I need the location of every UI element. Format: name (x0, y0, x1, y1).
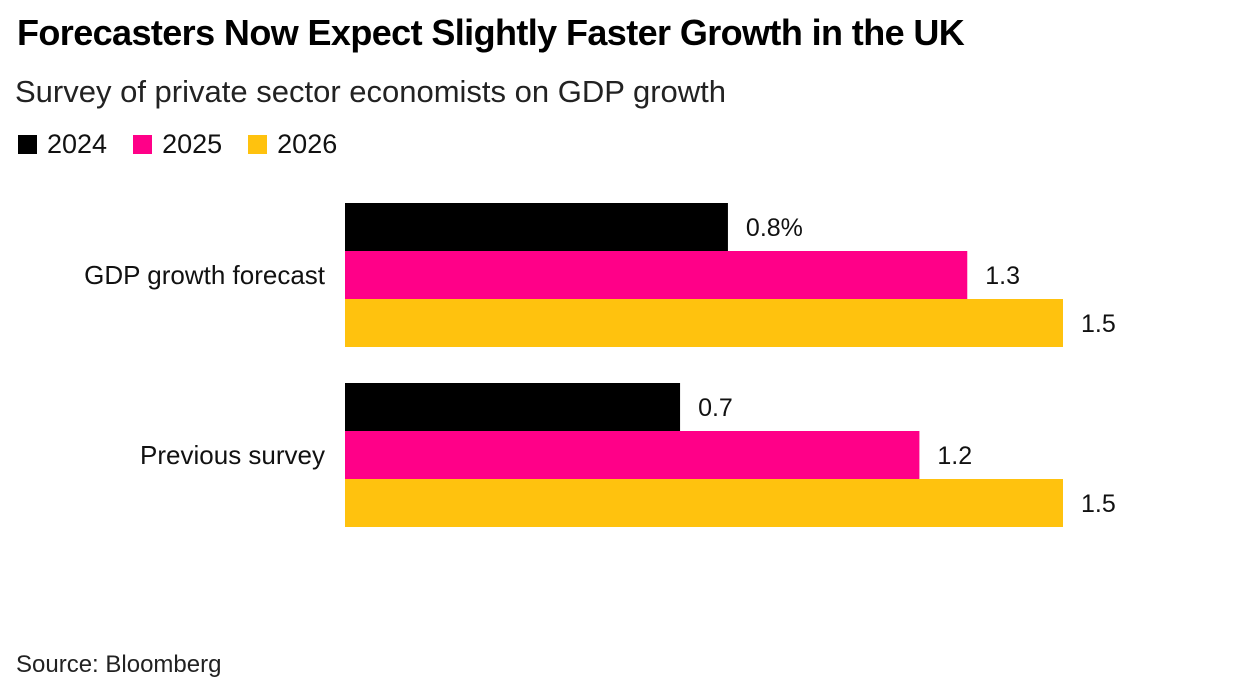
category-label: GDP growth forecast (84, 260, 326, 290)
legend-swatch-2024 (18, 135, 37, 154)
bar-2025 (345, 251, 968, 299)
data-label-2025: 1.2 (937, 442, 972, 470)
category-label: Previous survey (140, 440, 325, 470)
chart-subtitle: Survey of private sector economists on G… (15, 74, 727, 109)
legend-label-2024: 2024 (47, 129, 108, 159)
chart-title: Forecasters Now Expect Slightly Faster G… (17, 12, 965, 53)
bar-group-previous-survey: Previous survey 0.7 1.2 1.5 (140, 383, 1116, 527)
data-label-2025: 1.3 (985, 262, 1020, 290)
bar-2026 (345, 479, 1063, 527)
legend: 2024 2025 2026 (18, 129, 363, 160)
legend-item-2024: 2024 (18, 129, 107, 160)
bar-2024 (345, 203, 728, 251)
data-label-2024: 0.7 (698, 394, 733, 422)
legend-swatch-2025 (133, 135, 153, 154)
legend-label-2026: 2026 (277, 129, 338, 159)
data-label-2026: 1.5 (1081, 310, 1116, 338)
bar-2025 (345, 431, 920, 479)
data-label-2024: 0.8% (746, 214, 803, 242)
bar-group-gdp-growth-forecast: GDP growth forecast 0.8% 1.3 1.5 (84, 203, 1116, 347)
source-note: Source: Bloomberg (16, 651, 222, 678)
bar-2024 (345, 383, 681, 431)
data-label-2026: 1.5 (1081, 490, 1116, 518)
legend-label-2025: 2025 (162, 129, 223, 159)
legend-item-2025: 2025 (133, 129, 222, 160)
legend-swatch-2026 (248, 135, 268, 154)
bar-2026 (345, 299, 1063, 347)
legend-item-2026: 2026 (248, 129, 337, 160)
